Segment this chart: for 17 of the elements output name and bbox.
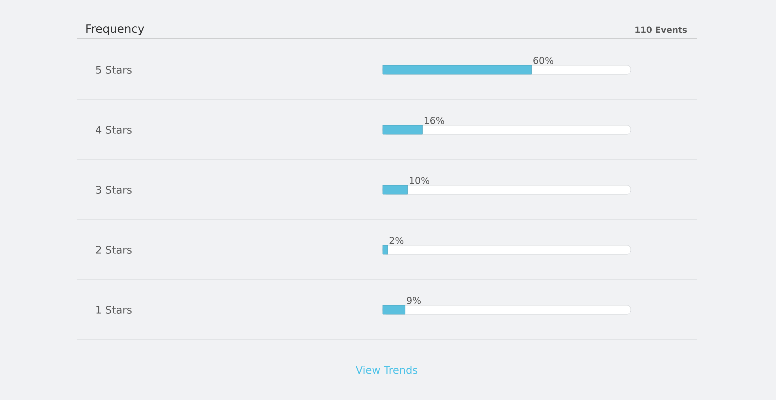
y-tick-label: 3 Stars	[96, 186, 132, 194]
text: 110 Events	[636, 26, 688, 34]
y-tick-label: 5 Stars	[96, 66, 132, 74]
y-tick-label: 1 Stars	[96, 306, 132, 314]
data-label: 60%	[534, 57, 554, 64]
bar	[382, 245, 388, 255]
data-label: 9%	[407, 297, 422, 304]
bar	[382, 185, 408, 195]
bar	[382, 125, 423, 135]
data-label: 16%	[424, 117, 444, 124]
data-label: 10%	[410, 177, 430, 184]
y-tick-label: 4 Stars	[96, 126, 132, 134]
text: Frequency	[86, 24, 144, 36]
y-tick-label: 2 Stars	[96, 246, 132, 254]
data-label: 2%	[390, 237, 404, 244]
bar	[382, 305, 406, 315]
text: View Trends	[356, 366, 418, 374]
